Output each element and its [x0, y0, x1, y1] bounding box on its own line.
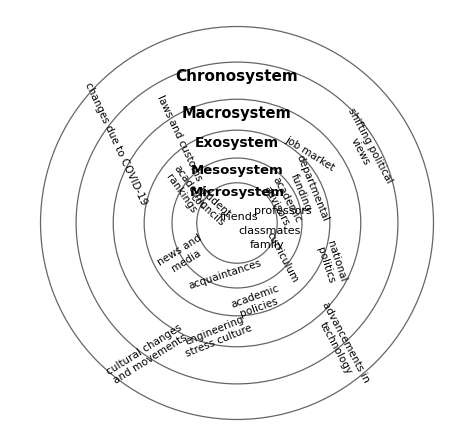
Text: professors: professors [254, 206, 311, 216]
Text: friends: friends [220, 212, 259, 223]
Text: curriculum: curriculum [264, 230, 300, 284]
Text: Mesosystem: Mesosystem [191, 164, 283, 177]
Text: Microsystem: Microsystem [190, 186, 284, 198]
Text: Chronosystem: Chronosystem [176, 69, 298, 83]
Text: departmental
funding: departmental funding [283, 153, 330, 227]
Text: classmates: classmates [238, 226, 301, 236]
Text: academic
advisors: academic advisors [261, 176, 303, 230]
Text: Macrosystem: Macrosystem [182, 106, 292, 121]
Text: laws and customs: laws and customs [155, 93, 204, 182]
Text: national
politics: national politics [315, 240, 348, 287]
Text: news and
media: news and media [156, 233, 210, 278]
Text: student
councils: student councils [188, 184, 234, 228]
Text: family: family [249, 240, 284, 250]
Text: cultural changes
and movements: cultural changes and movements [105, 322, 190, 387]
Text: academic
policies: academic policies [230, 283, 284, 321]
Text: engineering
stress culture: engineering stress culture [180, 313, 254, 359]
Text: changes due to COVID-19: changes due to COVID-19 [83, 81, 149, 207]
Text: advancements in
technology: advancements in technology [310, 301, 371, 390]
Text: acquaintances: acquaintances [187, 257, 263, 291]
Text: Exosystem: Exosystem [195, 136, 279, 149]
Text: academic
rankings: academic rankings [163, 164, 209, 217]
Text: job market: job market [283, 134, 336, 173]
Text: shifting political
views: shifting political views [336, 107, 394, 191]
